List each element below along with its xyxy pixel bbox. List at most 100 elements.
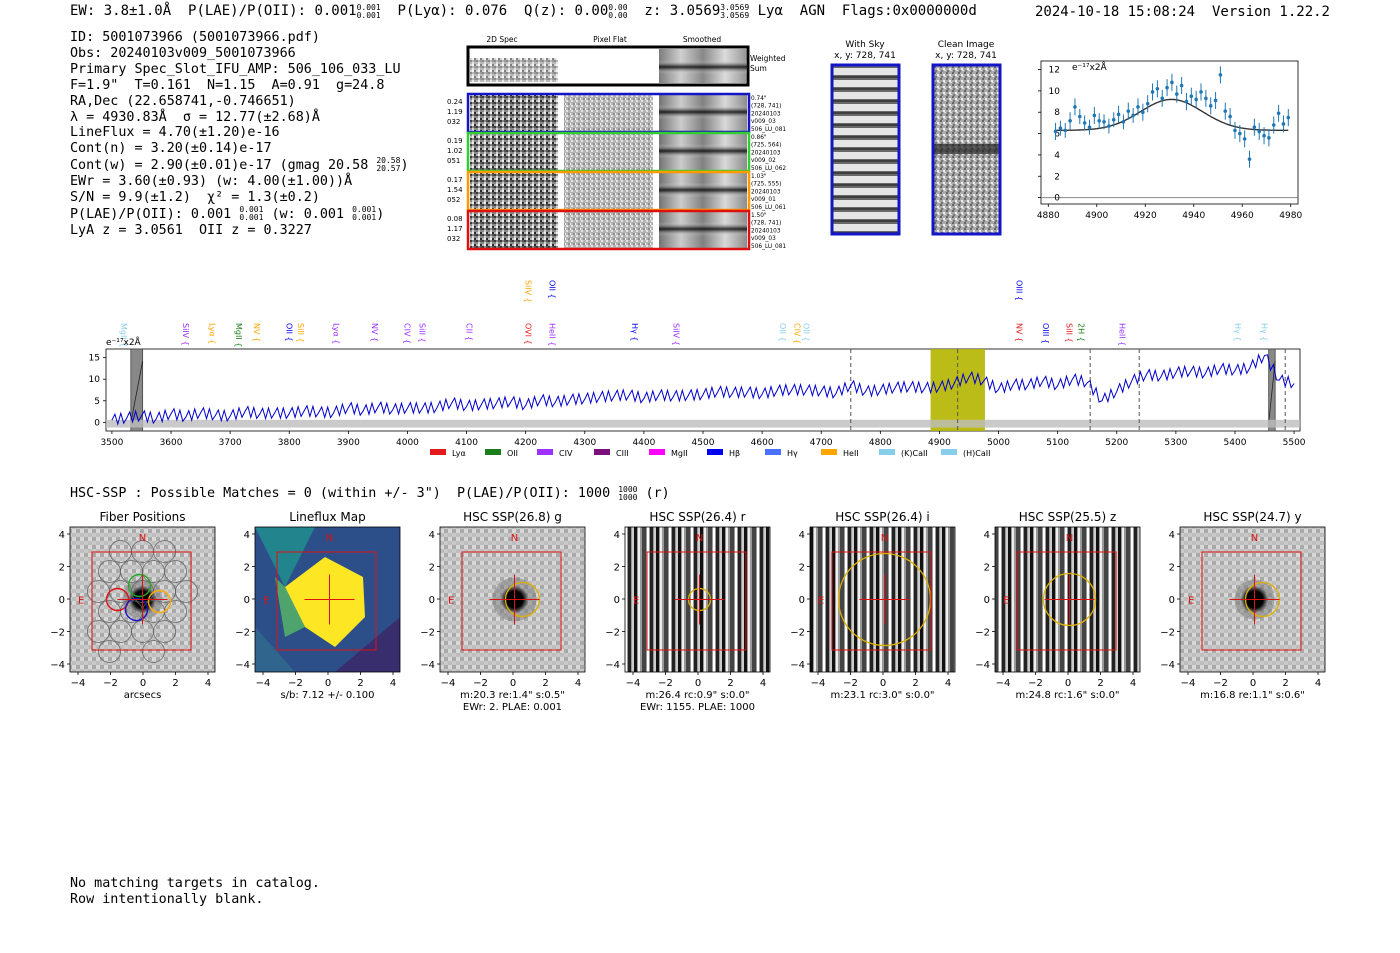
line-fit-point: [1242, 137, 1247, 141]
spectrum-line-label: SiII {: [296, 323, 305, 343]
info-gmag-sup: 20.58: [376, 156, 401, 166]
line-fit-point: [1165, 85, 1169, 90]
imaging-xtick-label: 4: [575, 678, 581, 689]
cutout-row: 0.08 1.17 032 1.50" (728, 741)20240103 v009_0…: [447, 209, 786, 251]
line-fit-point: [1204, 96, 1208, 101]
info-ewr: EWr = 3.60(±0.93) (w: 4.00(±1.00))Å: [70, 174, 353, 190]
spectrum-line-label: OVI {: [524, 323, 533, 345]
spectrum-xtick-label: 5500: [1283, 438, 1306, 448]
aperture-circle: [1042, 572, 1097, 627]
col-header-smoothed: Smoothed: [683, 35, 722, 44]
cutout-right-label: v009_03: [751, 119, 776, 125]
spectrum-frame: [105, 348, 1301, 432]
north-label: N: [326, 533, 333, 544]
header-plae: P(LAE)/P(OII): 0.001: [188, 3, 357, 19]
legend-label: (K)CaII: [901, 449, 928, 458]
line-fit-ytick-label: 6: [1054, 130, 1060, 140]
cutout-right-label: (728, 741): [751, 104, 781, 110]
imaging-xtick-label: 0: [325, 678, 331, 689]
header-summary: EW: 3.8±1.0Å P(LAE)/P(OII): 0.0010.001 0.…: [70, 3, 977, 20]
north-label: N: [1251, 533, 1258, 544]
imaging-panel-frame: [254, 526, 401, 673]
east-label: E: [818, 596, 824, 607]
imaging-panel: HSC SSP(26.8) g N E −4 −4 −2 −2 0 0 2 2 4 4 m:20.3 re…: [420, 510, 586, 713]
spectrum-ytick-label: 10: [89, 375, 101, 385]
cutout-left-label: 0.19: [447, 137, 463, 145]
imaging-ytick-label: −4: [1160, 660, 1175, 671]
hsc-summary: HSC-SSP : Possible Matches = 0 (within +…: [70, 486, 670, 502]
imaging-xtick-label: −2: [103, 678, 118, 689]
cutout-row: 0.24 1.19 032 0.74" (728, 741)20240103 v009_0…: [447, 92, 786, 134]
line-fit-axes: 4880 4900 4920 4940 4960 4980 0 2 4 6 8 10 12: [1037, 60, 1302, 221]
imaging-panel: HSC SSP(26.4) i N E −4 −4 −2 −2 0 0 2 2 4 4 m:23.1 rc…: [790, 510, 956, 701]
east-label: E: [263, 596, 269, 607]
header-z-sup: 3.0569: [720, 3, 750, 12]
line-fit-point: [1218, 73, 1223, 77]
imaging-ytick-label: −2: [975, 628, 990, 639]
weighted-label-1: Weighted: [750, 54, 786, 63]
line-fit-point: [1170, 80, 1174, 85]
imaging-xtick-label: 2: [912, 678, 918, 689]
spectrum-line-label: 2H {: [1076, 323, 1085, 342]
spectrum-xtick-label: 3800: [278, 438, 301, 448]
spectrum-xtick-label: 4100: [455, 438, 478, 448]
imaging-xtick-label: 4: [390, 678, 396, 689]
spectrum-axes: 3500 3600 3700 3800 3900 4000 4100 4200 4300 4400…: [89, 348, 1306, 448]
cutout-right-label: 506_LU_081: [751, 244, 786, 250]
fiber-blue: [124, 597, 149, 622]
legend-swatch: [430, 449, 446, 455]
spectrum-xtick-label: 4000: [396, 438, 419, 448]
fiber-circle: [142, 640, 165, 663]
spectrum-xtick-label: 5400: [1224, 438, 1247, 448]
imaging-ytick-label: 4: [614, 530, 620, 541]
cutout-right-label: 1.03": [751, 174, 767, 180]
info-plae-w: (w: 0.001: [271, 206, 345, 222]
cutout-row: 0.19 1.02 051 0.86" (725, 564)20240103 v009_0…: [447, 131, 786, 173]
cutout-right-label: v009_03: [751, 236, 776, 242]
spectrum-ytick-label: 15: [89, 354, 100, 364]
imaging-xtick-label: −4: [626, 678, 641, 689]
cutout-pixel-flat: [564, 212, 653, 248]
imaging-ytick-label: −2: [50, 628, 65, 639]
spectrum-xtick-label: 4300: [573, 438, 596, 448]
imaging-xtick-label: −2: [658, 678, 673, 689]
spectrum-line-label: HeII {: [547, 323, 556, 346]
hsc-summary-text: HSC-SSP : Possible Matches = 0 (within +…: [70, 486, 611, 501]
spectra-cutouts: 2D Spec Pixel Flat Smoothed Weighted Sum…: [447, 35, 786, 251]
spectrum-line-label: SiII {: [417, 323, 426, 343]
imaging-panel-title: HSC SSP(26.8) g: [463, 510, 562, 524]
spectrum-line-label: NV {: [252, 323, 261, 342]
imaging-panel-frame: [624, 526, 771, 673]
spectrum-xtick-label: 4600: [751, 438, 774, 448]
spectrum-line-label: OII {: [778, 323, 787, 342]
legend-label: Hβ: [729, 449, 740, 458]
imaging-xtick-label: 0: [880, 678, 886, 689]
imaging-xtick-label: 0: [1250, 678, 1256, 689]
line-fit-point: [1136, 105, 1140, 109]
info-sn: S/N = 9.9(±1.2) χ² = 1.3(±0.2): [70, 190, 320, 206]
cutout-right-label: 506_LU_061: [751, 205, 786, 211]
line-fit-point: [1092, 113, 1097, 118]
cutout-right-label: 506_LU_081: [751, 127, 786, 133]
line-fit-ytick-label: 2: [1054, 172, 1060, 182]
line-fit-point: [1107, 124, 1111, 128]
line-fit-point: [1087, 125, 1092, 129]
cutout-right-label: 0.86": [751, 135, 767, 141]
region-box: [1016, 551, 1117, 651]
spectrum-line-label: MgII {: [119, 323, 128, 347]
header-agn: AGN: [799, 3, 826, 19]
cutout-right-label: 20240103: [751, 111, 781, 117]
header-ew: EW: 3.8±1.0Å: [70, 3, 172, 19]
line-fit-xtick-label: 4880: [1037, 211, 1060, 221]
north-label: N: [511, 533, 518, 544]
imaging-ytick-label: −2: [790, 628, 805, 639]
header-qz-sub: 0.00: [608, 11, 628, 20]
spectrum-line-label: Lyα {: [332, 323, 341, 344]
info-primary: Primary Spec_Slot_IFU_AMP: 506_106_033_L…: [70, 61, 401, 77]
line-fit-point: [1257, 129, 1262, 134]
line-fit-point: [1150, 90, 1155, 94]
imaging-ytick-label: 0: [429, 595, 435, 606]
hsc-sup: 1000: [618, 485, 638, 494]
header-z: z: 3.0569: [644, 3, 721, 19]
north-label: N: [881, 533, 888, 544]
